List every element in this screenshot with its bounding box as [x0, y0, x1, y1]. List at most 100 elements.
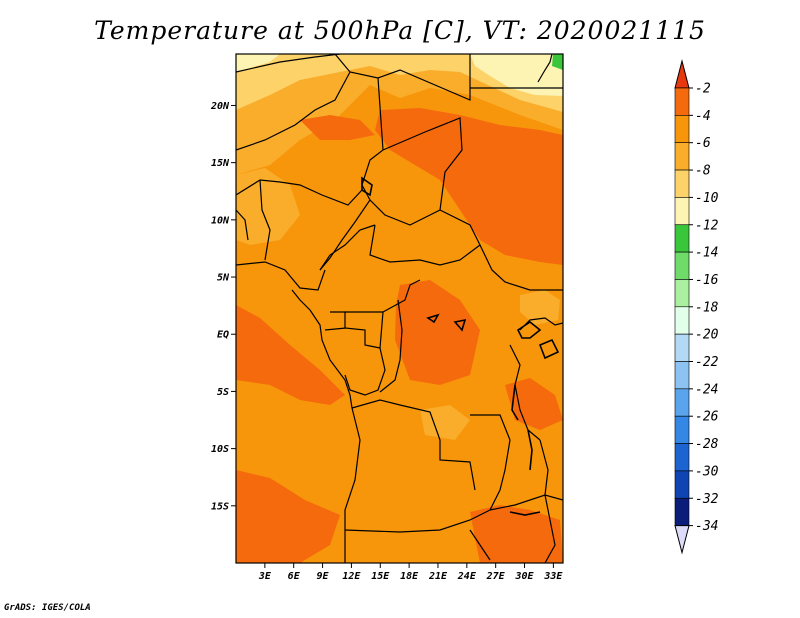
lon-tick-label: 21E — [428, 571, 448, 582]
red-sea-coast — [537, 54, 553, 83]
colorbar-label: -28 — [695, 437, 719, 452]
border-segment — [259, 179, 271, 261]
lon-tick-label: 27E — [486, 571, 506, 582]
colorbar-label: -24 — [695, 382, 718, 397]
map-frame — [235, 53, 564, 564]
field-band-2-4-congo — [395, 280, 480, 385]
lake-shape — [453, 318, 467, 332]
field-band-10-12-north — [470, 54, 563, 96]
west-coast — [291, 289, 353, 409]
colorbar-label: -18 — [695, 300, 719, 315]
border-segment — [382, 117, 463, 211]
colorbar-label: -30 — [695, 464, 719, 479]
border-segment — [344, 407, 361, 563]
border-segment — [509, 344, 541, 441]
colorbar-swatch — [674, 415, 690, 444]
colorbar-label: -20 — [695, 328, 719, 343]
latitude-axis: 20N 15N 10N 5N EQ 5S 10S 15S — [210, 101, 236, 512]
colorbar-label: -22 — [695, 355, 719, 370]
border-segment — [369, 224, 481, 266]
coast-fragment — [236, 209, 249, 241]
colorbar-swatch — [674, 115, 690, 143]
border-segment — [489, 439, 511, 511]
border-segment — [439, 209, 563, 291]
coastlines — [236, 54, 553, 409]
colorbar-swatch — [674, 142, 690, 171]
lake-victoria — [516, 321, 542, 339]
colorbar-label: -6 — [695, 136, 711, 151]
lakes — [361, 176, 560, 516]
map-title: Temperature at 500hPa [C], VT: 202002111… — [94, 16, 706, 45]
lon-tick-label: 24E — [457, 571, 477, 582]
colorbar-top-triangle — [674, 59, 690, 89]
field-patch-6-8-east-lakes — [520, 290, 560, 325]
field-band-12-14-corner — [552, 54, 563, 70]
border-segment — [334, 54, 471, 101]
lake-shape — [426, 313, 440, 324]
colorbar-label: -8 — [695, 164, 711, 179]
border-segment — [369, 199, 441, 226]
lon-tick-label: 6E — [288, 571, 301, 582]
lon-tick-label: 9E — [317, 571, 330, 582]
border-segment — [469, 529, 491, 561]
colorbar-swatch — [674, 361, 690, 390]
field-patch-2-4-east — [505, 378, 563, 430]
lake-tanganyika — [511, 384, 519, 421]
field-streak-2-4-north — [300, 115, 375, 140]
lake-chad — [361, 176, 373, 197]
lon-tick-label: 3E — [258, 571, 272, 582]
colorbar-swatch — [674, 169, 690, 198]
lon-tick-label: 12E — [342, 571, 361, 582]
lat-tick-label: 15S — [211, 501, 229, 512]
colorbar-swatch — [674, 224, 690, 253]
colorbar-label: -14 — [695, 246, 718, 261]
border-segment — [539, 439, 556, 563]
lon-tick-label: 15E — [371, 571, 390, 582]
border-segment — [382, 279, 421, 313]
colorbar-swatch — [674, 251, 690, 280]
lake-shape — [509, 511, 541, 516]
colorbar-label: -2 — [695, 82, 711, 97]
lat-tick-label: 15N — [211, 158, 230, 169]
lat-tick-label: 10S — [211, 444, 229, 455]
colorbar-swatch — [674, 333, 690, 362]
field-band-2-4-sahel — [375, 108, 563, 265]
border-segment — [236, 54, 341, 73]
country-borders — [236, 54, 563, 563]
colorbar-swatch — [674, 388, 690, 417]
lat-tick-label: EQ — [217, 330, 229, 341]
colorbar-label: -10 — [695, 191, 719, 206]
border-segment — [236, 261, 326, 291]
border-segment — [324, 311, 347, 331]
field-band-2-4-coast — [236, 305, 345, 405]
colorbar-label: -4 — [695, 109, 711, 124]
footer-credit: GrADS: IGES/COLA — [4, 603, 91, 613]
border-segment — [344, 509, 491, 533]
border-segment — [351, 399, 476, 491]
border-segment — [379, 299, 403, 393]
field-patch-6-8-west — [236, 168, 300, 245]
colorbar-swatch — [674, 497, 690, 526]
lat-tick-label: 10N — [211, 215, 230, 226]
lat-tick-label: 5N — [217, 273, 230, 284]
colorbar-label: -16 — [695, 273, 719, 288]
colorbar-swatch — [674, 306, 690, 335]
field-patch-6-8-south — [420, 405, 470, 440]
border-segment — [319, 224, 376, 271]
lake-shape — [538, 338, 560, 360]
colorbar-label: -12 — [695, 218, 719, 233]
lake-malawi — [527, 429, 533, 471]
lon-tick-label: 30E — [514, 571, 534, 582]
lat-tick-label: 20N — [210, 101, 230, 112]
colorbar-swatch — [674, 443, 690, 472]
border-segment — [344, 347, 386, 396]
field-band-6-8-north — [236, 54, 563, 175]
longitude-axis: 3E 6E 9E 12E 15E 18E 21E 24E 27E 30E 33E — [258, 563, 563, 582]
lat-tick-label: 5S — [217, 387, 229, 398]
colorbar-swatch — [674, 279, 690, 308]
border-segment — [470, 414, 511, 441]
colorbar-bottom-triangle — [674, 525, 690, 555]
border-segment — [489, 494, 563, 511]
field-band-2-4-southeast — [470, 505, 563, 563]
